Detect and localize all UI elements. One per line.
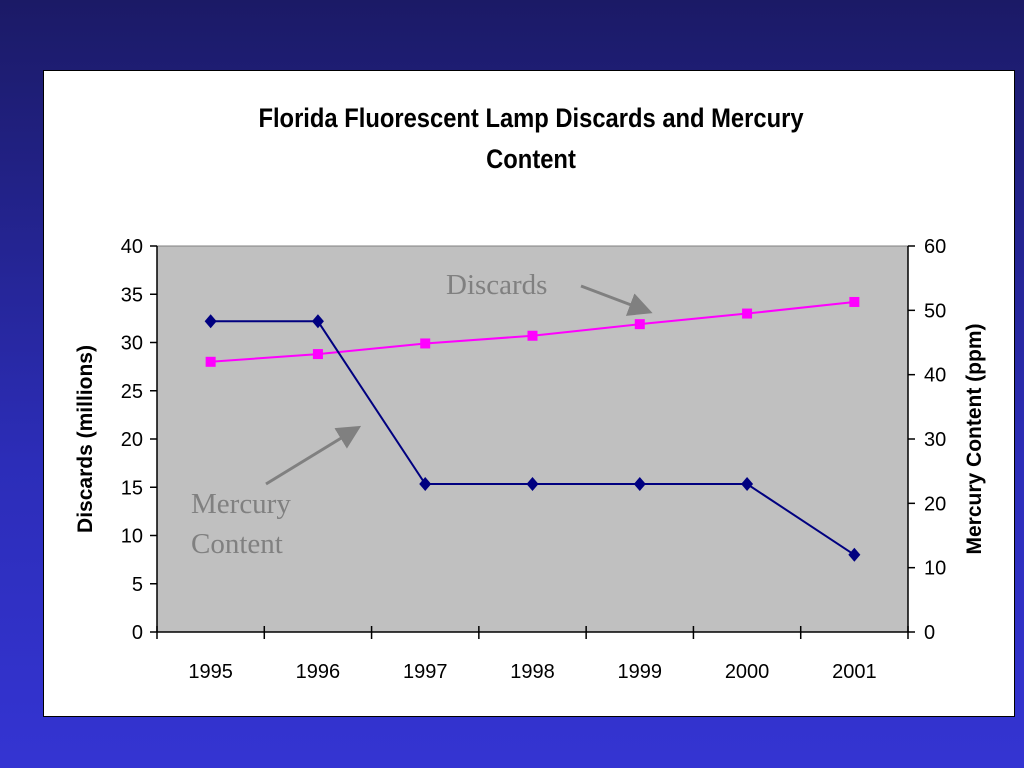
annotation-mercury-line-2: Content — [191, 528, 283, 560]
y-left-tick-label: 0 — [132, 622, 143, 644]
x-tick-label: 1999 — [618, 661, 663, 683]
data-point-mercury-content — [848, 547, 861, 562]
x-tick-label: 2001 — [832, 661, 877, 683]
y-right-tick-label: 50 — [924, 300, 946, 322]
chart-title-line-1: Florida Fluorescent Lamp Discards and Me… — [258, 104, 803, 134]
data-point-discards — [849, 296, 860, 307]
data-point-discards — [634, 319, 645, 330]
y-left-tick-label: 20 — [121, 429, 143, 451]
y-left-tick-label: 35 — [121, 284, 143, 306]
data-point-mercury-content — [204, 314, 217, 329]
chart: Florida Fluorescent Lamp Discards and Me… — [74, 104, 986, 683]
y-left-tick-label: 5 — [132, 574, 143, 596]
chart-title-line-2: Content — [486, 145, 576, 175]
y-right-tick-label: 40 — [924, 365, 946, 387]
x-tick-label: 1996 — [296, 661, 341, 683]
data-point-discards — [312, 349, 323, 360]
data-point-mercury-content — [633, 477, 646, 492]
y-axis-left-label: Discards (millions) — [74, 345, 97, 533]
y-axis-right-label: Mercury Content (ppm) — [963, 324, 986, 555]
y-left-tick-label: 15 — [121, 477, 143, 499]
y-left-tick-label: 25 — [121, 381, 143, 403]
data-point-discards — [527, 330, 538, 341]
data-point-discards — [420, 338, 431, 349]
x-tick-label: 2000 — [725, 661, 770, 683]
y-left-tick-label: 40 — [121, 236, 143, 258]
y-right-tick-label: 30 — [924, 429, 946, 451]
y-left-tick-label: 10 — [121, 526, 143, 548]
x-tick-label: 1998 — [510, 661, 555, 683]
data-point-mercury-content — [419, 477, 432, 492]
annotation-discards: Discards — [446, 269, 547, 301]
plot-area — [156, 245, 909, 633]
data-point-mercury-content — [741, 477, 754, 492]
x-tick-label: 1997 — [403, 661, 448, 683]
annotation-arrow-discards — [580, 284, 653, 316]
y-right-tick-label: 0 — [924, 622, 935, 644]
y-right-tick-label: 60 — [924, 236, 946, 258]
annotation-mercury-line-1: Mercury — [191, 488, 291, 520]
chart-panel: Florida Fluorescent Lamp Discards and Me… — [43, 70, 1015, 717]
data-point-mercury-content — [311, 314, 324, 329]
y-right-tick-label: 20 — [924, 493, 946, 515]
y-left-tick-label: 30 — [121, 333, 143, 355]
data-point-discards — [742, 308, 753, 319]
x-tick-label: 1995 — [188, 661, 233, 683]
annotation-arrow-mercury — [265, 425, 362, 486]
y-right-tick-label: 10 — [924, 558, 946, 580]
data-point-discards — [205, 356, 216, 367]
data-point-mercury-content — [526, 477, 539, 492]
